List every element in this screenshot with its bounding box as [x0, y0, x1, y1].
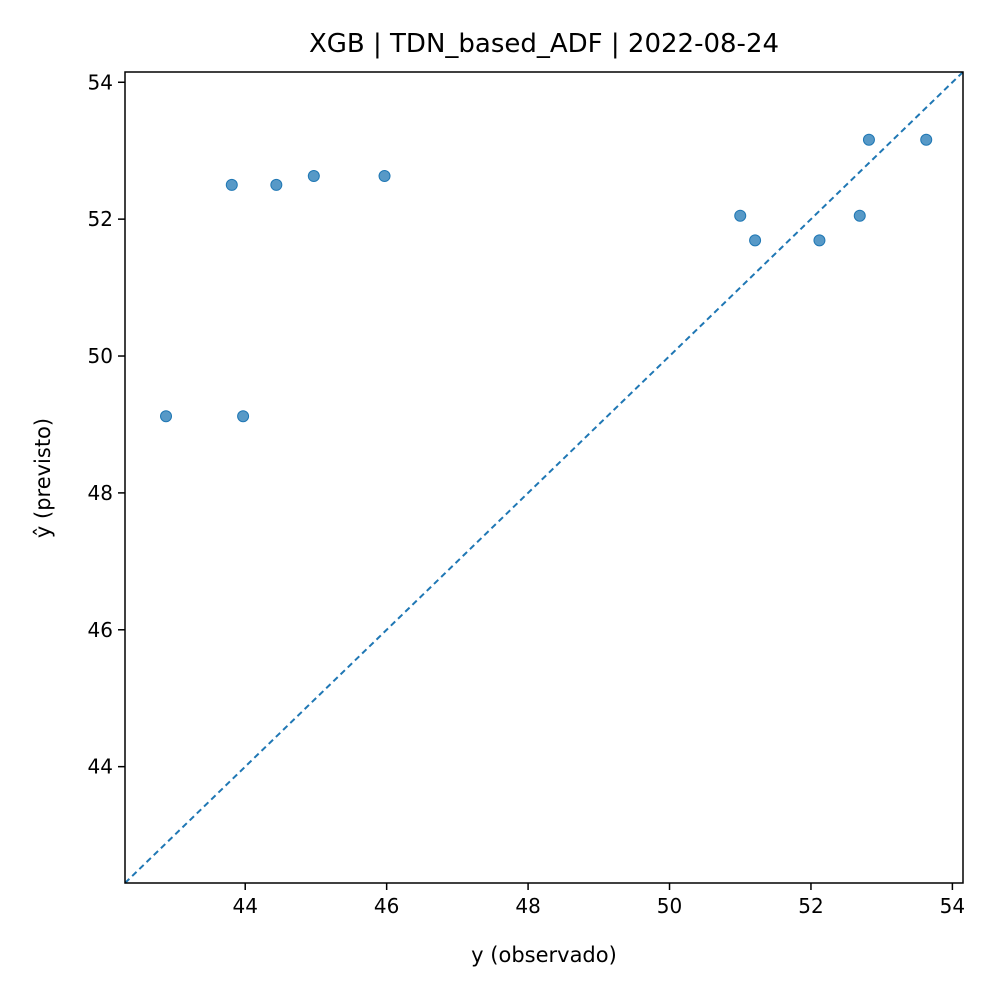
chart-title: XGB | TDN_based_ADF | 2022-08-24 [309, 29, 779, 59]
y-tick-label: 50 [88, 344, 113, 368]
data-point [853, 209, 866, 222]
data-point [225, 178, 238, 191]
y-axis-label: ŷ (previsto) [31, 418, 55, 538]
plot-area [124, 71, 964, 884]
data-point [920, 133, 933, 146]
data-point [270, 178, 283, 191]
x-tick-label: 44 [232, 894, 257, 918]
x-axis: 44 46 48 50 52 54 [232, 883, 965, 918]
data-point [378, 170, 391, 183]
plot-frame [124, 71, 964, 884]
x-tick-label: 52 [798, 894, 823, 918]
y-tick-label: 52 [88, 207, 113, 231]
data-point [862, 133, 875, 146]
data-point [160, 410, 173, 423]
x-axis-label: y (observado) [471, 943, 617, 967]
data-point [237, 410, 250, 423]
x-tick-label: 50 [657, 894, 682, 918]
y-tick-label: 48 [88, 481, 113, 505]
y-tick-label: 46 [88, 618, 113, 642]
y-tick-label: 44 [88, 755, 113, 779]
y-tick-label: 54 [88, 70, 113, 94]
data-point [734, 209, 747, 222]
x-tick-label: 46 [374, 894, 399, 918]
data-point [307, 170, 320, 183]
y-axis: 44 46 48 50 52 54 [88, 70, 125, 779]
points-layer [160, 133, 933, 423]
reference-line [124, 71, 964, 884]
data-point [813, 234, 826, 247]
x-tick-label: 48 [515, 894, 540, 918]
data-point [749, 234, 762, 247]
x-tick-label: 54 [940, 894, 965, 918]
